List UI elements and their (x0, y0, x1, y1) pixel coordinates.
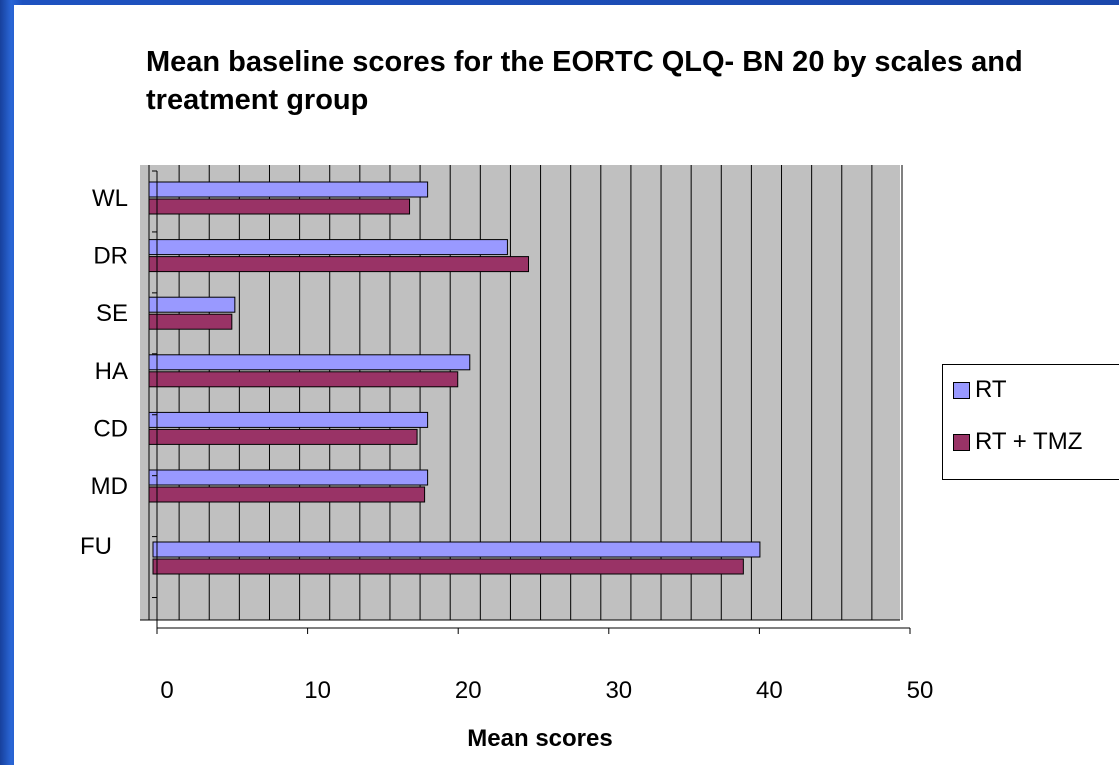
bar-ha-rt (148, 354, 471, 371)
y-tick-label: FU (80, 533, 112, 560)
x-axis-title: Mean scores (467, 725, 612, 752)
x-tick-label: 50 (907, 677, 934, 704)
legend-label-rt: RT (975, 376, 1007, 403)
bar-md-rt-tmz (148, 486, 426, 503)
bar-wl-rt-tmz (148, 198, 411, 215)
bar-chart: WL DR SE HA CD MD FU 0 10 20 30 40 50 Mean scores (80, 165, 934, 752)
x-tick-label: 20 (455, 677, 482, 704)
y-tick-label: SE (96, 300, 128, 327)
legend-label-rt-tmz: RT + TMZ (975, 428, 1083, 455)
bar-wl-rt (148, 181, 429, 198)
chart-title: Mean baseline scores for the EORTC QLQ- … (146, 46, 1023, 116)
legend-item-rt-tmz: RT + TMZ (953, 425, 1082, 459)
y-tick-label: CD (93, 415, 128, 442)
y-tick-label: MD (91, 473, 128, 500)
y-tick-label: DR (93, 243, 128, 270)
bar-ha-rt-tmz (148, 371, 459, 388)
x-tick-label: 40 (756, 677, 783, 704)
bar-cd-rt (148, 411, 429, 428)
y-tick-label: HA (95, 358, 128, 385)
legend-swatch-rt-tmz (953, 433, 970, 451)
x-tick-label: 10 (304, 677, 331, 704)
bar-md-rt (148, 469, 429, 486)
legend-swatch-rt (953, 381, 970, 399)
bar-dr-rt-tmz (148, 256, 530, 273)
bar-se-rt (148, 296, 236, 313)
x-tick-label: 30 (605, 677, 632, 704)
bar-fu-rt-tmz (152, 558, 744, 575)
x-tick-label: 0 (160, 677, 173, 704)
bar-dr-rt (148, 239, 508, 256)
chart-panel: Mean baseline scores for the EORTC QLQ- … (14, 5, 1119, 765)
legend-item-rt: RT (953, 373, 1007, 407)
bar-cd-rt-tmz (148, 428, 418, 445)
bar-se-rt-tmz (148, 313, 233, 330)
y-tick-label: WL (92, 185, 128, 212)
bar-fu-rt (152, 541, 761, 558)
chart-legend: RT RT + TMZ (942, 364, 1119, 480)
